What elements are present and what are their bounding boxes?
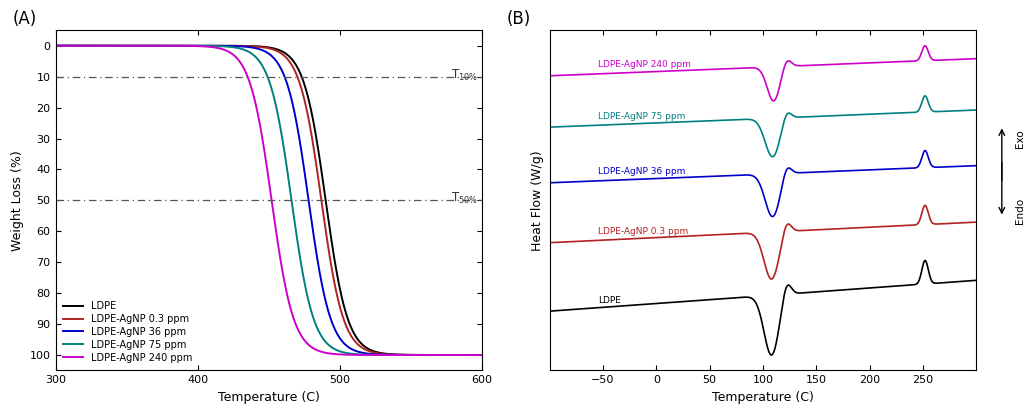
LDPE-AgNP 240 ppm xyxy=(256,139,269,144)
LDPE-AgNP 0.3 ppm xyxy=(256,45,269,50)
LDPE-AgNP 75 ppm xyxy=(49,43,62,48)
LDPE xyxy=(476,352,488,357)
LDPE xyxy=(464,352,476,357)
Text: LDPE-AgNP 75 ppm: LDPE-AgNP 75 ppm xyxy=(597,112,685,121)
Text: Endo: Endo xyxy=(1015,198,1025,224)
Line: LDPE-AgNP 0.3 ppm: LDPE-AgNP 0.3 ppm xyxy=(56,46,482,355)
LDPE xyxy=(385,352,398,357)
Y-axis label: Weight Loss (%): Weight Loss (%) xyxy=(11,150,24,251)
LDPE-AgNP 0.3 ppm xyxy=(71,43,83,48)
LDPE xyxy=(464,352,476,357)
LDPE-AgNP 75 ppm xyxy=(476,352,488,357)
LDPE-AgNP 0.3 ppm xyxy=(476,352,488,357)
LDPE-AgNP 0.3 ppm xyxy=(49,43,62,48)
Text: (A): (A) xyxy=(12,10,37,28)
LDPE-AgNP 0.3 ppm xyxy=(385,352,398,357)
LDPE-AgNP 240 ppm xyxy=(49,43,62,48)
LDPE-AgNP 36 ppm xyxy=(476,352,488,357)
LDPE-AgNP 240 ppm xyxy=(385,352,398,357)
LDPE xyxy=(245,44,258,49)
LDPE-AgNP 75 ppm xyxy=(245,51,258,56)
LDPE-AgNP 75 ppm xyxy=(464,352,476,357)
Text: T$_{10\%}$: T$_{10\%}$ xyxy=(451,68,478,83)
LDPE-AgNP 240 ppm xyxy=(476,352,488,357)
Text: T$_{50\%}$: T$_{50\%}$ xyxy=(451,191,478,206)
Text: LDPE: LDPE xyxy=(597,296,620,305)
Line: LDPE-AgNP 240 ppm: LDPE-AgNP 240 ppm xyxy=(56,46,482,355)
LDPE xyxy=(256,44,269,49)
LDPE-AgNP 0.3 ppm xyxy=(464,352,476,357)
Line: LDPE-AgNP 36 ppm: LDPE-AgNP 36 ppm xyxy=(56,46,482,355)
LDPE-AgNP 36 ppm xyxy=(464,352,476,357)
LDPE-AgNP 240 ppm xyxy=(464,352,476,357)
LDPE-AgNP 36 ppm xyxy=(385,352,398,357)
LDPE-AgNP 0.3 ppm xyxy=(245,44,258,49)
Text: LDPE-AgNP 36 ppm: LDPE-AgNP 36 ppm xyxy=(597,167,685,176)
LDPE-AgNP 0.3 ppm xyxy=(464,352,476,357)
Text: Exo: Exo xyxy=(1015,130,1025,149)
X-axis label: Temperature (C): Temperature (C) xyxy=(712,391,814,404)
Line: LDPE: LDPE xyxy=(56,46,482,355)
LDPE-AgNP 75 ppm xyxy=(385,352,398,357)
Text: (B): (B) xyxy=(507,10,531,28)
LDPE xyxy=(49,43,62,48)
LDPE-AgNP 36 ppm xyxy=(49,43,62,48)
LDPE-AgNP 240 ppm xyxy=(71,43,83,48)
LDPE-AgNP 36 ppm xyxy=(256,48,269,53)
LDPE-AgNP 36 ppm xyxy=(245,45,258,50)
LDPE-AgNP 240 ppm xyxy=(245,86,258,91)
Legend: LDPE, LDPE-AgNP 0.3 ppm, LDPE-AgNP 36 ppm, LDPE-AgNP 75 ppm, LDPE-AgNP 240 ppm: LDPE, LDPE-AgNP 0.3 ppm, LDPE-AgNP 36 pp… xyxy=(61,298,195,366)
Text: LDPE-AgNP 0.3 ppm: LDPE-AgNP 0.3 ppm xyxy=(597,227,688,236)
LDPE-AgNP 75 ppm xyxy=(464,352,476,357)
LDPE-AgNP 240 ppm xyxy=(464,352,476,357)
LDPE-AgNP 75 ppm xyxy=(256,64,269,69)
LDPE xyxy=(71,43,83,48)
LDPE-AgNP 36 ppm xyxy=(464,352,476,357)
LDPE-AgNP 75 ppm xyxy=(71,43,83,48)
Y-axis label: Heat Flow (W/g): Heat Flow (W/g) xyxy=(531,150,544,251)
Line: LDPE-AgNP 75 ppm: LDPE-AgNP 75 ppm xyxy=(56,46,482,355)
LDPE-AgNP 36 ppm xyxy=(71,43,83,48)
Text: LDPE-AgNP 240 ppm: LDPE-AgNP 240 ppm xyxy=(597,60,690,69)
X-axis label: Temperature (C): Temperature (C) xyxy=(218,391,319,404)
